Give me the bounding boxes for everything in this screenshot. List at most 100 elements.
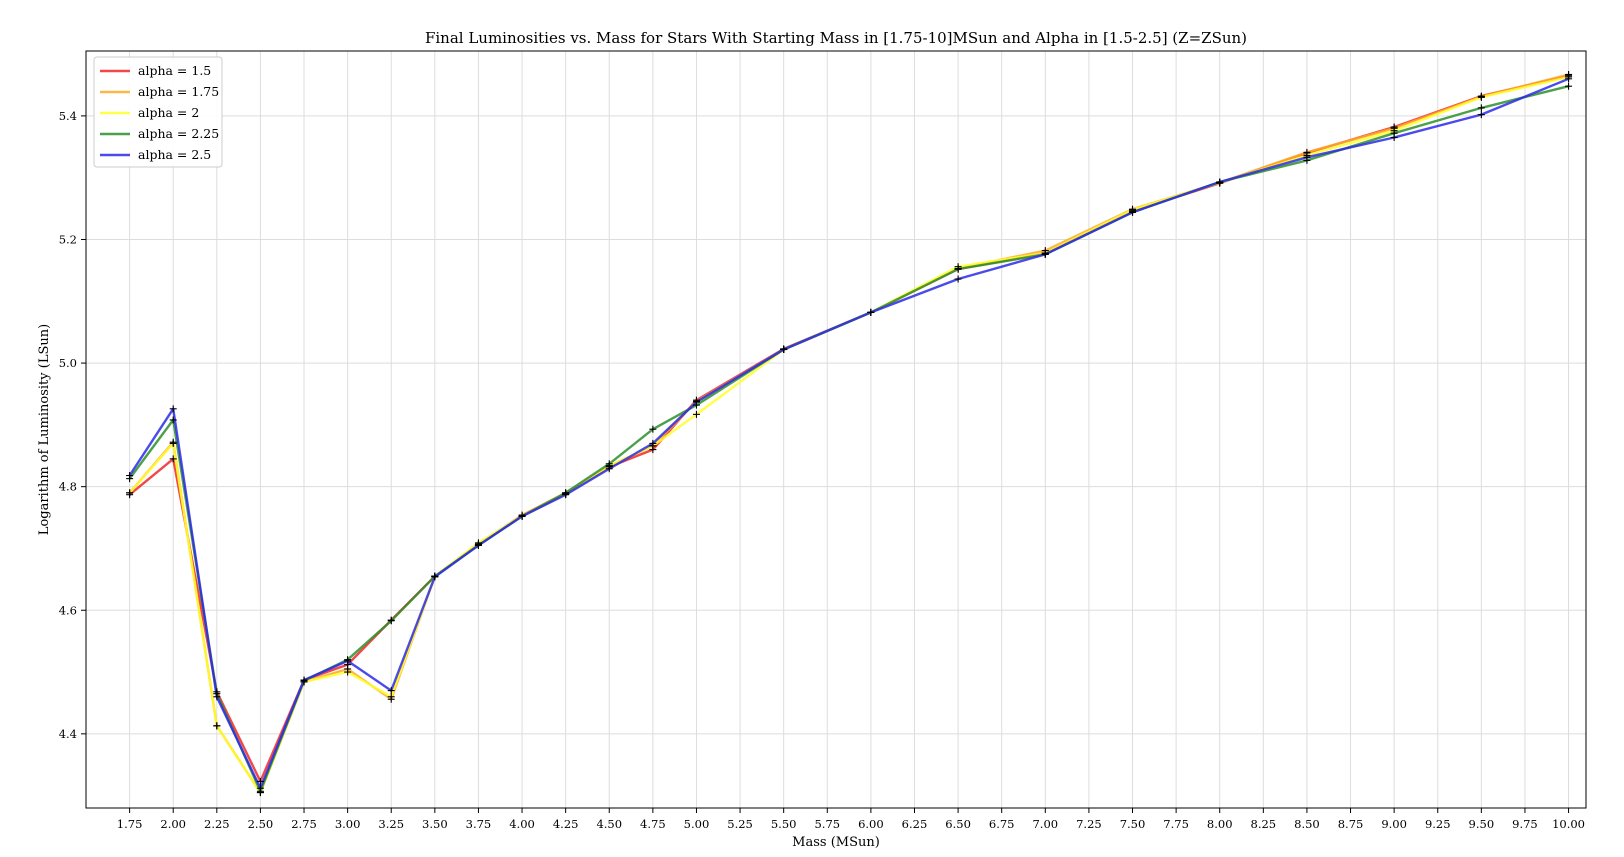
series-line-2 [128, 73, 1569, 794]
data-point [1303, 153, 1311, 161]
x-tick-label: 7.00 [1032, 817, 1058, 831]
x-tick-label: 3.50 [422, 817, 448, 831]
data-point [518, 512, 526, 520]
x-tick-label: 5.50 [771, 817, 797, 831]
plot-frame [85, 50, 1587, 809]
data-point [1477, 93, 1485, 101]
x-tick-label: 7.25 [1076, 817, 1102, 831]
data-point [605, 465, 613, 473]
data-point [1216, 178, 1224, 186]
x-axis-label: Mass (MSun) [792, 835, 880, 850]
y-tick-label: 4.4 [59, 727, 77, 741]
legend-label: alpha = 1.75 [138, 84, 219, 99]
data-point [954, 265, 962, 273]
x-tick-label: 7.50 [1120, 817, 1146, 831]
x-tick-label: 4.75 [640, 817, 666, 831]
data-point [126, 489, 134, 497]
data-point [300, 676, 308, 684]
x-tick-label: 6.25 [902, 817, 928, 831]
x-tick-label: 5.25 [727, 817, 753, 831]
data-point [169, 416, 177, 424]
data-point [256, 784, 264, 792]
data-point [649, 425, 657, 433]
data-point [954, 275, 962, 283]
y-tick-label: 4.6 [59, 603, 77, 617]
y-tick-label: 5.0 [59, 356, 77, 370]
data-point [387, 693, 395, 701]
data-point [1565, 75, 1573, 83]
data-point [1477, 104, 1485, 112]
series-line-4 [128, 85, 1569, 793]
legend: alpha = 1.5 alpha = 1.75 alpha = 2 alpha = … [93, 56, 223, 168]
data-point [387, 687, 395, 695]
data-point [344, 657, 352, 665]
grid [86, 51, 1586, 808]
x-tick-label: 3.75 [466, 817, 492, 831]
x-tick-label: 4.50 [596, 817, 622, 831]
data-point [649, 439, 657, 447]
data-point [169, 405, 177, 413]
data-point [387, 617, 395, 625]
x-tick-label: 6.75 [989, 817, 1015, 831]
axis-ticks: 1.75 2.00 2.25 2.50 2.75 3.00 3.25 3.50 3.75 4.00… [59, 109, 1585, 831]
x-tick-label: 8.25 [1251, 817, 1277, 831]
data-point [213, 693, 221, 701]
x-tick-label: 3.25 [378, 817, 404, 831]
data-point [1477, 111, 1485, 119]
data-point [1129, 208, 1137, 216]
x-tick-label: 4.00 [509, 817, 535, 831]
data-point [344, 668, 352, 676]
x-tick-label: 5.75 [814, 817, 840, 831]
y-tick-label: 5.4 [59, 109, 77, 123]
data-point [126, 472, 134, 480]
legend-box [93, 56, 223, 168]
data-point [1565, 82, 1573, 90]
data-point [780, 345, 788, 353]
data-markers [126, 70, 1573, 797]
x-tick-label: 10.00 [1552, 817, 1585, 831]
data-point [213, 722, 221, 730]
data-point [867, 308, 875, 316]
x-tick-label: 8.75 [1338, 817, 1364, 831]
x-tick-label: 2.50 [248, 817, 274, 831]
legend-label: alpha = 1.5 [138, 63, 211, 78]
x-tick-label: 4.25 [553, 817, 579, 831]
legend-label: alpha = 2 [138, 105, 199, 120]
x-tick-label: 8.50 [1294, 817, 1320, 831]
x-tick-label: 9.75 [1512, 817, 1538, 831]
legend-label: alpha = 2.5 [138, 147, 211, 162]
data-point [562, 491, 570, 499]
y-tick-label: 4.8 [59, 480, 77, 494]
chart-title: Final Luminosities vs. Mass for Stars Wi… [425, 29, 1247, 47]
series-line-1 [128, 74, 1569, 783]
data-point [1041, 250, 1049, 258]
x-tick-label: 2.00 [160, 817, 186, 831]
y-tick-label: 5.2 [59, 232, 77, 246]
data-point [169, 439, 177, 447]
x-tick-label: 3.00 [335, 817, 361, 831]
x-tick-label: 2.75 [291, 817, 317, 831]
series-line-3 [128, 75, 1569, 794]
x-tick-label: 9.50 [1469, 817, 1495, 831]
x-tick-label: 9.00 [1381, 817, 1407, 831]
data-point [256, 777, 264, 785]
series-line-5 [128, 77, 1570, 790]
data-point [692, 398, 700, 406]
x-tick-label: 1.75 [117, 817, 143, 831]
data-point [1390, 134, 1398, 142]
y-axis-label: Logarithm of Luminosity (LSun) [37, 324, 52, 535]
x-tick-label: 5.00 [684, 817, 710, 831]
data-point [474, 541, 482, 549]
x-tick-label: 7.75 [1163, 817, 1189, 831]
legend-label: alpha = 2.25 [138, 126, 219, 141]
series-lines [128, 73, 1570, 794]
data-point [169, 455, 177, 463]
x-tick-label: 9.25 [1425, 817, 1451, 831]
x-tick-label: 6.00 [858, 817, 884, 831]
x-tick-label: 8.00 [1207, 817, 1233, 831]
x-tick-label: 2.25 [204, 817, 230, 831]
data-point [692, 410, 700, 418]
data-point [431, 573, 439, 581]
x-tick-label: 6.50 [945, 817, 971, 831]
